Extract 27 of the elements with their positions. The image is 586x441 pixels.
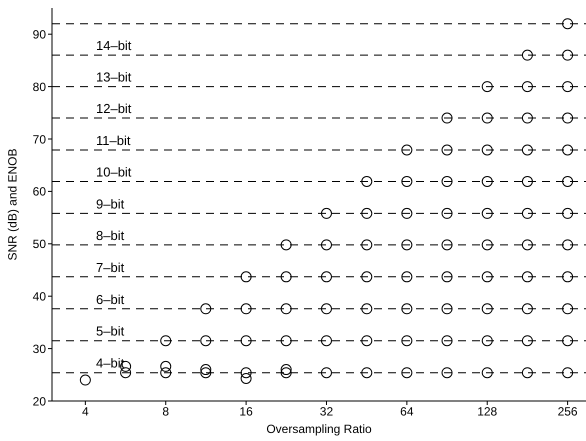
ref-line-label: 12–bit — [96, 101, 132, 116]
x-tick-label: 4 — [82, 404, 90, 419]
y-tick-label: 60 — [32, 184, 46, 199]
x-tick-label: 128 — [477, 404, 498, 419]
x-tick-label: 64 — [400, 404, 414, 419]
ref-line-label: 14–bit — [96, 38, 132, 54]
ref-line-label: 10–bit — [96, 164, 132, 180]
y-tick-label: 30 — [32, 342, 46, 356]
ref-line-label: 11–bit — [96, 133, 131, 148]
ref-line-label: 7–bit — [96, 260, 125, 275]
y-tick-label: 40 — [32, 289, 46, 304]
y-tick-label: 70 — [32, 132, 46, 146]
ref-line-label: 9–bit — [96, 196, 125, 212]
x-axis-title: Oversampling Ratio — [266, 422, 372, 436]
x-tick-label: 32 — [320, 404, 334, 419]
x-tick-label: 8 — [162, 404, 170, 419]
ref-line-label: 8–bit — [96, 228, 125, 243]
y-tick-label: 20 — [32, 394, 46, 408]
y-tick-label: 80 — [32, 80, 46, 94]
y-tick-label: 50 — [32, 237, 46, 252]
y-axis-title: SNR (dB) and ENOB — [5, 148, 20, 261]
ref-line-label: 13–bit — [96, 70, 132, 85]
x-tick-label: 256 — [558, 404, 578, 419]
ref-line-label: 6–bit — [96, 292, 125, 307]
x-tick-label: 16 — [239, 404, 254, 419]
ref-line-label: 5–bit — [96, 324, 125, 339]
y-tick-label: 90 — [32, 27, 46, 42]
